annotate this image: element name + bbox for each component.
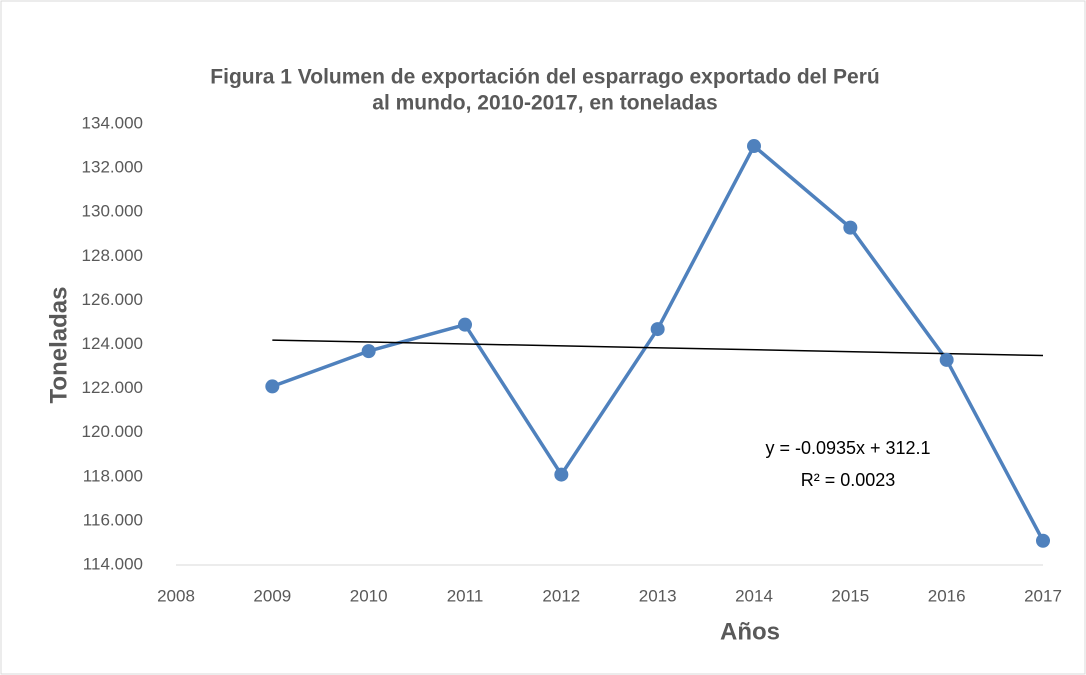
data-point [1036, 533, 1050, 548]
x-axis-label: Años [720, 618, 780, 645]
data-point [361, 344, 376, 359]
y-tick-label: 122.000 [82, 378, 143, 397]
x-tick-label: 2009 [253, 586, 291, 605]
y-tick-label: 116.000 [83, 510, 143, 529]
trend-equation: y = -0.0935x + 312.1 [765, 438, 930, 458]
trend-r2: R² = 0.0023 [801, 470, 896, 490]
chart-title: al mundo, 2010-2017, en toneladas [372, 92, 717, 115]
x-tick-label: 2010 [350, 586, 388, 605]
x-tick-label: 2008 [157, 586, 195, 605]
y-tick-label: 132.000 [82, 158, 143, 177]
y-tick-label: 114.000 [83, 554, 143, 573]
data-point [650, 322, 665, 337]
data-point [747, 139, 761, 154]
x-tick-label: 2017 [1024, 586, 1062, 605]
y-tick-label: 118.000 [83, 466, 143, 485]
y-tick-label: 134.000 [82, 113, 143, 132]
y-axis-label: Toneladas [45, 287, 72, 404]
x-tick-label: 2014 [735, 586, 773, 605]
chart-title: Figura 1 Volumen de exportación del espa… [210, 66, 879, 89]
y-tick-label: 130.000 [82, 202, 143, 221]
y-tick-label: 126.000 [82, 290, 143, 309]
x-tick-label: 2012 [542, 586, 580, 605]
y-tick-label: 128.000 [82, 246, 143, 265]
data-point [843, 220, 858, 235]
x-tick-label: 2016 [928, 586, 966, 605]
x-tick-label: 2013 [639, 586, 677, 605]
data-point [458, 317, 472, 332]
trendline [272, 339, 1044, 357]
x-tick-label: 2011 [447, 586, 484, 605]
y-tick-label: 124.000 [82, 334, 143, 353]
y-tick-label: 120.000 [82, 422, 143, 441]
x-tick-label: 2015 [831, 586, 869, 605]
data-point [265, 379, 280, 394]
data-point [554, 467, 569, 482]
data-point [939, 352, 954, 367]
